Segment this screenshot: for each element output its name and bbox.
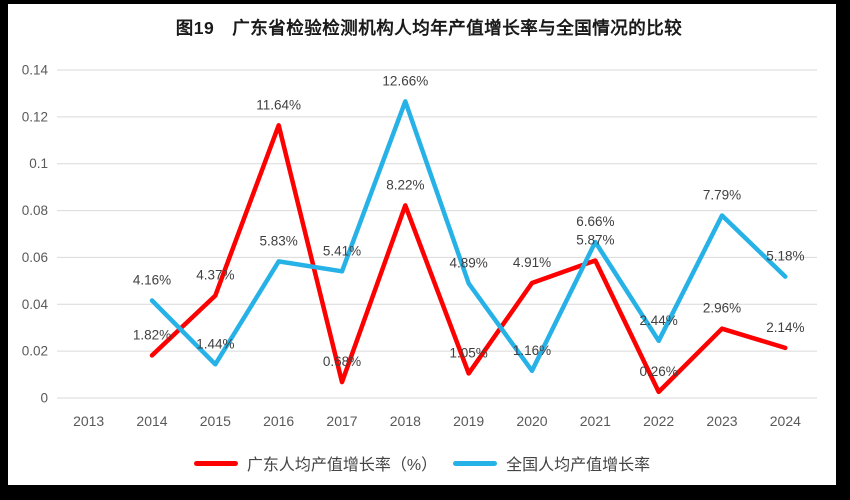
data-label: 5.83%	[260, 233, 298, 248]
x-tick-label: 2018	[390, 413, 421, 429]
data-label: 2.44%	[640, 313, 678, 328]
chart-plot: 0 0.02 0.04 0.06 0.08 0.1 0.12 0.14 2013 2014 2015…	[22, 63, 817, 429]
chart-legend: 广东人均产值增长率（%） 全国人均产值增长率	[8, 451, 836, 475]
data-label: 5.41%	[323, 243, 361, 258]
data-label: 1.82%	[133, 327, 171, 342]
x-tick-label: 2014	[136, 413, 167, 429]
series-line-0	[149, 123, 788, 395]
legend-item-0: 广东人均产值增长率（%）	[193, 451, 438, 475]
legend-item-1: 全国人均产值增长率	[453, 451, 650, 475]
legend-label: 广东人均产值增长率（%）	[246, 457, 438, 474]
x-tick-label: 2015	[200, 413, 231, 429]
data-label: 1.16%	[513, 343, 551, 358]
data-label: 0.26%	[640, 364, 678, 379]
x-tick-label: 2024	[770, 413, 801, 429]
chart-title: 图19 广东省检验检测机构人均年产值增长率与全国情况的比较	[175, 18, 683, 38]
x-tick-label: 2016	[263, 413, 294, 429]
legend-line-swatch	[193, 460, 238, 466]
data-label: 4.37%	[196, 268, 234, 283]
y-tick-label: 0	[40, 391, 48, 406]
data-label: 4.91%	[513, 255, 551, 270]
x-tick-label: 2022	[643, 413, 674, 429]
y-tick-label: 0.04	[22, 297, 49, 312]
y-tick-label: 0.06	[22, 250, 48, 265]
y-tick-label: 0.1	[29, 156, 48, 171]
data-label: 7.79%	[703, 187, 741, 202]
data-label: 2.14%	[766, 320, 804, 335]
x-tick-label: 2020	[516, 413, 547, 429]
data-label: 1.44%	[196, 336, 234, 351]
data-label: 4.89%	[450, 255, 488, 270]
data-label: 2.96%	[703, 301, 741, 316]
series-line-1	[149, 99, 788, 374]
x-tick-label: 2013	[73, 413, 104, 429]
data-label: 5.18%	[766, 249, 804, 264]
data-label: 1.05%	[450, 345, 488, 360]
chart-area: 图19 广东省检验检测机构人均年产值增长率与全国情况的比较 0 0.02 0.04 0…	[8, 4, 836, 485]
legend-line-swatch	[453, 460, 498, 466]
y-tick-label: 0.02	[22, 344, 48, 359]
x-tick-label: 2019	[453, 413, 484, 429]
data-label: 12.66%	[382, 73, 428, 88]
legend-label: 全国人均产值增长率	[506, 457, 651, 474]
y-tick-label: 0.14	[22, 63, 49, 78]
x-tick-label: 2017	[326, 413, 357, 429]
data-label: 8.22%	[386, 177, 424, 192]
data-label: 11.64%	[256, 97, 301, 112]
x-tick-label: 2023	[706, 413, 737, 429]
y-tick-label: 0.12	[22, 109, 48, 124]
data-label: 6.66%	[576, 214, 614, 229]
y-tick-label: 0.08	[22, 203, 48, 218]
data-label: 0.68%	[323, 354, 361, 369]
data-label: 5.87%	[576, 232, 614, 247]
data-label: 4.16%	[133, 273, 171, 288]
x-tick-label: 2021	[580, 413, 611, 429]
